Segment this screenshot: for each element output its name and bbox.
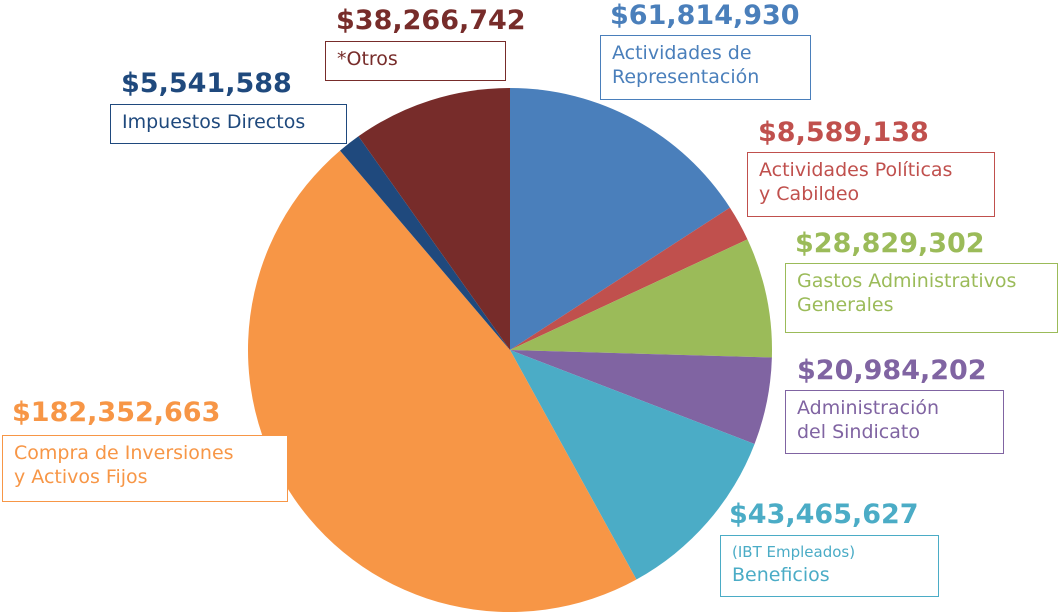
category-label-line: Generales: [797, 294, 894, 316]
pie-slice-otros: [358, 88, 510, 350]
value-label-gastos: $28,829,302: [795, 228, 985, 259]
category-label-line: Actividades de: [612, 42, 752, 64]
category-label-line: Actividades Políticas: [759, 159, 953, 181]
category-label-line: Impuestos Directos: [122, 111, 306, 133]
category-label-line: del Sindicato: [797, 421, 920, 443]
category-label-line: Gastos Administrativos: [797, 270, 1017, 292]
pie-slice-compra: [247, 150, 637, 613]
category-box-gastos: Gastos Administrativos Generales: [785, 263, 1058, 333]
category-label-line: Administración: [797, 397, 940, 419]
value-label-representacion: $61,814,930: [610, 0, 800, 31]
pie-slice-gastos: [510, 239, 772, 358]
pie-slice-impuestos: [340, 136, 510, 350]
category-label-line: Beneficios: [732, 564, 830, 586]
category-label-line: Compra de Inversiones: [14, 442, 234, 464]
category-label-line: y Activos Fijos: [14, 466, 148, 488]
pie-slice-beneficios: [510, 350, 755, 580]
value-label-impuestos: $5,541,588: [121, 68, 292, 99]
category-label-line: (IBT Empleados): [732, 543, 856, 561]
category-box-otros: *Otros: [325, 41, 506, 81]
pie-slice-politicas: [510, 207, 748, 350]
category-label-line: *Otros: [337, 48, 398, 70]
value-label-otros: $38,266,742: [336, 5, 526, 36]
category-label-line: Representación: [612, 66, 760, 88]
category-label-line: y Cabildeo: [759, 183, 860, 205]
pie-slice-sindicato: [510, 350, 772, 444]
value-label-sindicato: $20,984,202: [797, 355, 987, 386]
value-label-compra: $182,352,663: [12, 397, 221, 428]
category-box-impuestos: Impuestos Directos: [110, 104, 347, 144]
value-label-politicas: $8,589,138: [758, 117, 929, 148]
category-box-beneficios: (IBT Empleados) Beneficios: [720, 535, 939, 597]
category-box-representacion: Actividades de Representación: [600, 35, 811, 100]
value-label-beneficios: $43,465,627: [729, 499, 919, 530]
pie-slice-representacion: [510, 88, 730, 350]
category-box-politicas: Actividades Políticas y Cabildeo: [747, 152, 995, 217]
category-box-sindicato: Administración del Sindicato: [785, 390, 1004, 454]
category-box-compra: Compra de Inversiones y Activos Fijos: [2, 435, 288, 502]
